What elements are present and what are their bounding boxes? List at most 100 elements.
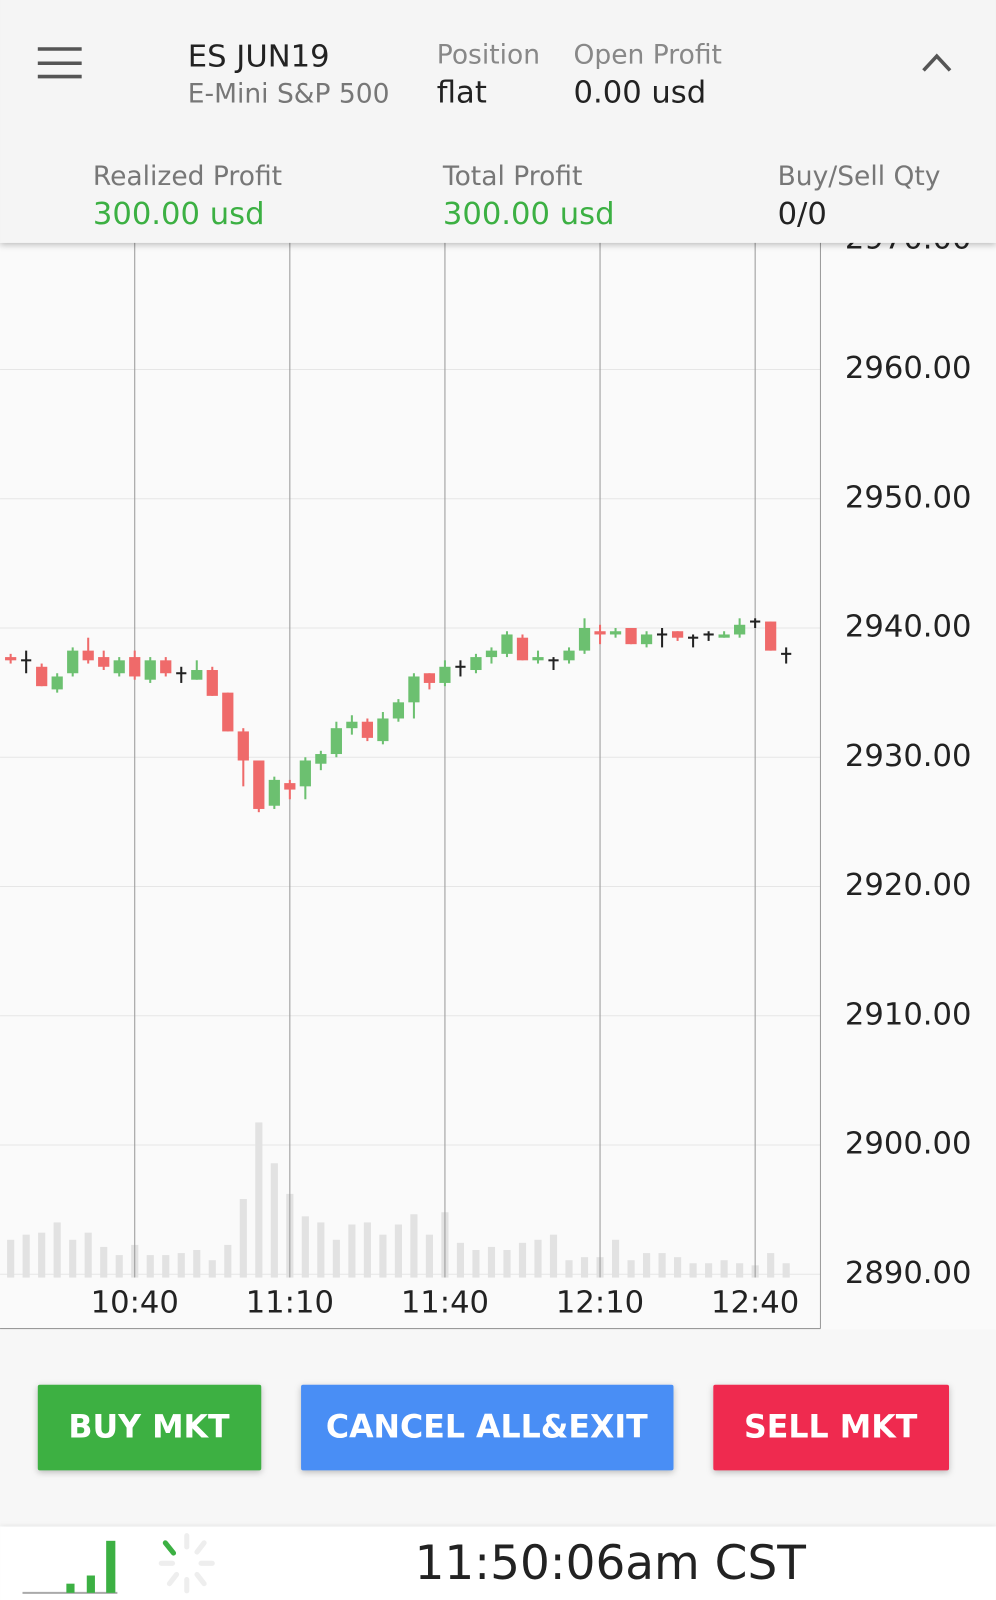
candle-body bbox=[113, 660, 125, 674]
header bbox=[0, 0, 996, 243]
volume-bar bbox=[363, 1222, 371, 1278]
candle-body bbox=[206, 670, 218, 696]
volume-bar bbox=[255, 1122, 263, 1278]
candle-body bbox=[315, 754, 327, 764]
volume-bar bbox=[348, 1224, 356, 1278]
cancel-button[interactable] bbox=[301, 1384, 674, 1471]
value: 0/0 bbox=[778, 197, 827, 232]
candle-body bbox=[268, 779, 280, 806]
candle-body bbox=[284, 783, 296, 790]
volume-bar bbox=[162, 1255, 170, 1278]
volume-bar bbox=[7, 1239, 15, 1278]
button-label: BUY MKT bbox=[68, 1410, 230, 1446]
volume-bar bbox=[782, 1263, 790, 1278]
candle-body bbox=[222, 692, 234, 732]
candle-body bbox=[299, 760, 311, 787]
buy-button[interactable] bbox=[37, 1384, 262, 1471]
x-tick-label: 11:10 bbox=[246, 1286, 334, 1321]
x-tick-label: 10:40 bbox=[91, 1286, 179, 1321]
candle-body bbox=[346, 721, 358, 729]
button-label: CANCEL ALL&EXIT bbox=[326, 1410, 648, 1446]
volume-bar bbox=[146, 1255, 154, 1278]
volume-bar bbox=[456, 1242, 465, 1278]
candle-body bbox=[330, 728, 342, 755]
candle-body bbox=[160, 660, 172, 674]
volume-bar bbox=[38, 1232, 46, 1278]
volume-bar bbox=[767, 1253, 775, 1278]
collapse-icon[interactable] bbox=[922, 53, 952, 72]
candle-body bbox=[671, 631, 684, 638]
sell-button[interactable] bbox=[713, 1384, 950, 1471]
chart: 2890.00 2900.00 2910.00 2920.00 2930.00 2940.… bbox=[0, 216, 972, 1321]
description: E-Mini S&P 500 bbox=[188, 78, 390, 109]
volume-bar bbox=[317, 1222, 325, 1278]
label: Position bbox=[437, 40, 540, 71]
candle-body bbox=[439, 666, 451, 683]
volume-bar bbox=[643, 1253, 651, 1278]
candle-body bbox=[377, 718, 389, 742]
value: 300.00 usd bbox=[443, 197, 615, 232]
volume-bar bbox=[332, 1239, 340, 1278]
y-tick-label: 2890.00 bbox=[845, 1256, 972, 1291]
volume-bar bbox=[674, 1257, 682, 1278]
label: Realized Profit bbox=[93, 161, 282, 192]
candle-body bbox=[609, 631, 622, 635]
x-tick-label: 11:40 bbox=[401, 1286, 489, 1321]
candle-body bbox=[82, 650, 94, 661]
volume-bar bbox=[224, 1244, 232, 1278]
menu-icon[interactable] bbox=[37, 47, 82, 79]
label: Buy/Sell Qty bbox=[778, 161, 941, 192]
spinner-icon bbox=[158, 1533, 215, 1594]
volume-bar bbox=[379, 1234, 387, 1278]
volume-bar bbox=[193, 1250, 201, 1278]
candle-body bbox=[765, 621, 777, 651]
y-tick-label: 2910.00 bbox=[845, 997, 972, 1032]
candle-body bbox=[501, 634, 513, 654]
volume-bar bbox=[394, 1224, 402, 1278]
candle-body bbox=[734, 624, 746, 635]
volume-bar bbox=[177, 1253, 185, 1278]
value: 0.00 usd bbox=[574, 75, 707, 110]
x-tick-label: 12:10 bbox=[556, 1286, 644, 1321]
y-tick-label: 2920.00 bbox=[845, 868, 972, 903]
volume-bar bbox=[472, 1250, 480, 1278]
volume-bar bbox=[425, 1234, 433, 1278]
candle-body bbox=[67, 650, 79, 674]
candle-body bbox=[578, 628, 591, 651]
candle-body bbox=[625, 628, 637, 645]
candle-body bbox=[237, 731, 249, 761]
volume-bar bbox=[53, 1222, 61, 1278]
candle-body bbox=[253, 760, 265, 809]
volume-bar bbox=[208, 1260, 216, 1278]
volume-bar bbox=[518, 1242, 527, 1278]
candle-body bbox=[640, 634, 653, 645]
volume-bar bbox=[736, 1263, 744, 1278]
volume-bar bbox=[270, 1163, 278, 1278]
volume-bar bbox=[549, 1234, 558, 1278]
y-tick-label: 2900.00 bbox=[845, 1127, 972, 1162]
volume-bar bbox=[301, 1216, 309, 1278]
candle-body bbox=[392, 702, 405, 719]
candle-body bbox=[594, 631, 606, 635]
signal-icon bbox=[22, 1540, 118, 1594]
volume-bar bbox=[720, 1260, 728, 1278]
candle-body bbox=[470, 657, 482, 671]
x-tick-label: 12:40 bbox=[711, 1286, 799, 1321]
candle-body bbox=[563, 650, 575, 661]
candle-body bbox=[129, 657, 141, 677]
candle-body bbox=[361, 721, 373, 738]
candle-body bbox=[51, 676, 63, 690]
volume-bar bbox=[84, 1232, 92, 1278]
volume-bar bbox=[611, 1239, 620, 1278]
candle-body bbox=[423, 673, 436, 683]
candle-body bbox=[98, 657, 110, 667]
candle-body bbox=[408, 676, 420, 703]
volume-bar bbox=[239, 1198, 247, 1278]
volume-bar bbox=[69, 1239, 77, 1278]
candle-body bbox=[144, 660, 156, 680]
y-tick-label: 2960.00 bbox=[845, 351, 972, 386]
volume-bar bbox=[627, 1260, 635, 1278]
label: Total Profit bbox=[442, 161, 583, 192]
